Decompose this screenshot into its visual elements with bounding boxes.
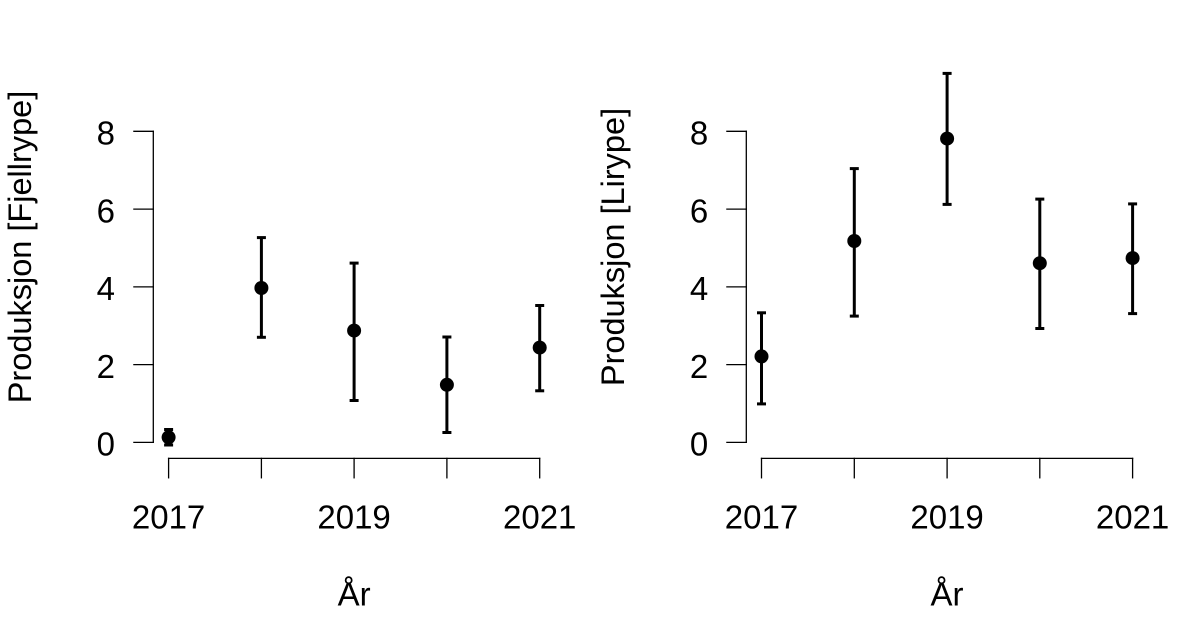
svg-text:2019: 2019 [317,499,390,536]
svg-text:2021: 2021 [1096,499,1169,536]
svg-text:8: 8 [690,115,708,152]
svg-text:2: 2 [690,348,708,385]
svg-text:0: 0 [97,426,115,463]
svg-text:År: År [931,575,964,612]
svg-text:2: 2 [97,348,115,385]
svg-text:År: År [338,575,371,612]
svg-text:Produksjon [Fjellrype]: Produksjon [Fjellrype] [2,91,38,404]
svg-text:2019: 2019 [910,499,983,536]
svg-text:6: 6 [97,192,115,229]
svg-text:4: 4 [690,270,708,307]
svg-text:4: 4 [97,270,115,307]
svg-text:6: 6 [690,192,708,229]
svg-text:2021: 2021 [503,499,576,536]
svg-text:8: 8 [97,115,115,152]
svg-text:0: 0 [690,426,708,463]
svg-text:2017: 2017 [132,499,205,536]
svg-text:Produksjon [Lirype]: Produksjon [Lirype] [595,108,631,386]
svg-text:2017: 2017 [725,499,798,536]
